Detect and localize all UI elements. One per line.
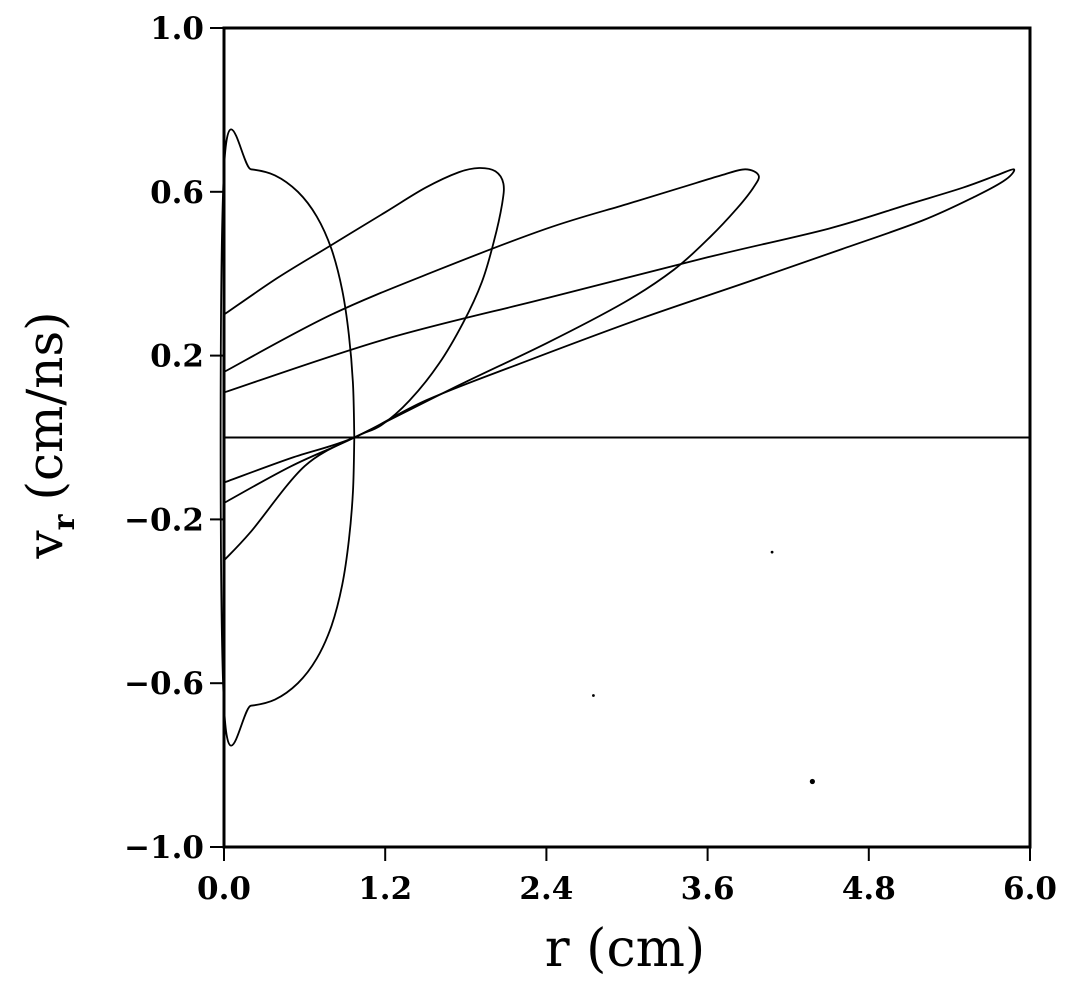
x-tick-label: 2.4: [519, 871, 573, 907]
x-tick-label: 1.2: [358, 871, 412, 907]
stray-point: [809, 778, 815, 785]
svg-text:vr(cm/ns): vr (cm/ns): [16, 311, 82, 559]
y-axis-title-main: v: [16, 530, 74, 560]
y-tick-label: 0.2: [150, 339, 204, 375]
x-axis-title: r (cm): [545, 919, 705, 979]
y-tick-label: −1.0: [124, 830, 204, 866]
y-tick-label: −0.6: [124, 666, 204, 702]
phase-space-curve-1: [219, 128, 356, 747]
y-axis-title-unit: (cm/ns): [16, 311, 74, 500]
x-axis-ticks: 0.0 1.2 2.4 3.6 4.8 6.0: [197, 847, 1057, 907]
y-axis-title: vr (cm/ns): [16, 311, 82, 559]
y-tick-label: 1.0: [150, 11, 204, 47]
plot-marks: [219, 128, 1030, 785]
y-axis-ticks: 1.0 0.6 0.2 −0.2 −0.6 −1.0: [124, 11, 224, 866]
y-axis-title-subscript: r: [47, 513, 82, 530]
stray-point: [592, 694, 595, 697]
x-tick-label: 0.0: [197, 871, 251, 907]
y-tick-label: −0.2: [124, 502, 204, 538]
plot-frame: [222, 26, 1032, 849]
y-tick-label: 0.6: [150, 175, 204, 211]
phase-space-curve-4: [223, 168, 1016, 484]
x-tick-label: 6.0: [1003, 871, 1057, 907]
x-tick-label: 3.6: [681, 871, 735, 907]
x-tick-label: 4.8: [842, 871, 896, 907]
stray-point: [770, 550, 774, 554]
